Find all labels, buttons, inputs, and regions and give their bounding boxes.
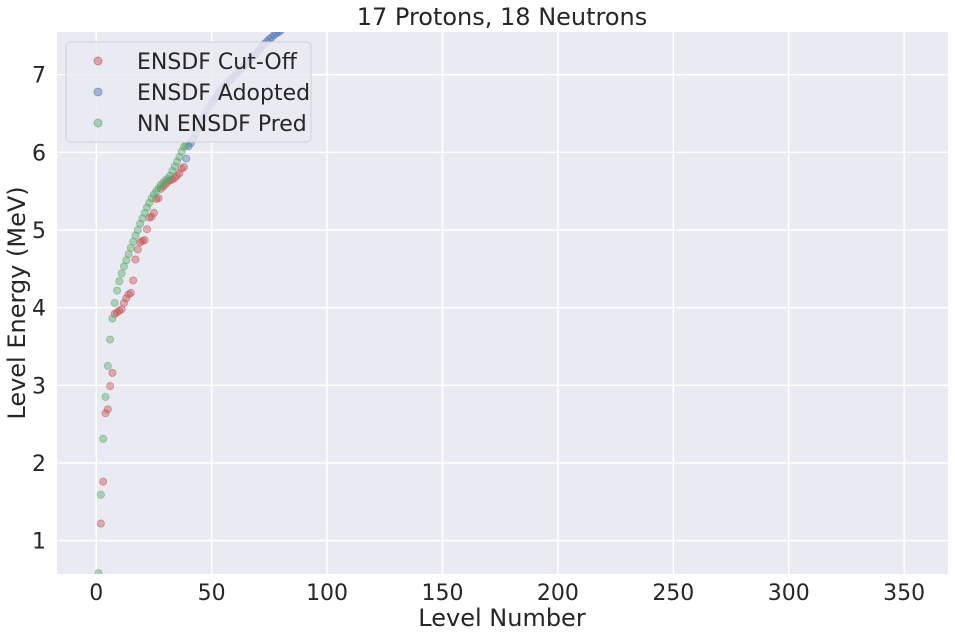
data-point (147, 212, 156, 221)
x-tick-label: 250 (652, 581, 694, 606)
legend: ENSDF Cut-Off ENSDF Adopted NN ENSDF Pred (65, 41, 312, 143)
x-axis-label: Level Number (418, 604, 586, 632)
legend-label: NN ENSDF Pred (137, 112, 307, 137)
data-point (126, 288, 135, 297)
data-point (149, 208, 158, 217)
data-point (103, 361, 112, 370)
data-point (129, 276, 138, 285)
data-point (145, 198, 154, 207)
data-point (96, 519, 105, 528)
data-point (106, 335, 115, 344)
data-point (175, 169, 184, 178)
legend-label: ENSDF Adopted (137, 81, 310, 106)
data-point (106, 382, 115, 391)
x-tick-label: 300 (768, 581, 810, 606)
data-point (96, 490, 105, 499)
data-point (143, 203, 152, 212)
data-point (131, 255, 140, 264)
legend-box (65, 41, 312, 143)
data-point (117, 269, 126, 278)
y-tick-label: 7 (32, 64, 46, 89)
data-point (119, 298, 128, 307)
data-point (147, 194, 156, 203)
data-point (101, 409, 110, 418)
data-point (166, 171, 175, 180)
y-tick-label: 3 (32, 374, 46, 399)
data-point (113, 286, 122, 295)
y-tick-label: 5 (32, 219, 46, 244)
legend-marker (93, 87, 103, 97)
data-point (179, 163, 188, 172)
x-tick-label: 50 (198, 581, 226, 606)
data-point (182, 141, 191, 150)
y-tick-label: 2 (32, 452, 46, 477)
x-tick-label: 200 (537, 581, 579, 606)
data-point (108, 314, 117, 323)
data-point (115, 277, 124, 286)
data-point (177, 147, 186, 156)
x-tick-label: 350 (883, 581, 925, 606)
data-point (168, 166, 177, 175)
y-tick-label: 6 (32, 141, 46, 166)
data-point (94, 569, 103, 574)
chart-title: 17 Protons, 18 Neutrons (357, 3, 648, 31)
y-tick-labels: 1 2 3 4 5 6 7 (32, 64, 46, 555)
data-point (143, 225, 152, 234)
series-2 (94, 141, 191, 574)
data-point (110, 298, 119, 307)
grid (57, 32, 948, 574)
x-tick-label: 150 (421, 581, 463, 606)
data-point (103, 405, 112, 414)
legend-marker (93, 118, 103, 128)
data-point (173, 157, 182, 166)
data-point (274, 32, 283, 36)
data-point (156, 180, 165, 189)
x-tick-label: 0 (89, 581, 103, 606)
data-point (108, 368, 117, 377)
data-point (182, 154, 191, 163)
data-point (140, 236, 149, 245)
data-point (99, 434, 108, 443)
y-tick-label: 1 (32, 530, 46, 555)
data-point (277, 32, 285, 35)
x-tick-label: 100 (306, 581, 348, 606)
x-tick-labels: 0 50 100 150 200 250 300 350 (89, 581, 925, 606)
legend-marker (93, 56, 103, 66)
data-point (99, 477, 108, 486)
data-point (170, 162, 179, 171)
legend-label: ENSDF Cut-Off (137, 50, 298, 75)
data-point (133, 245, 142, 254)
data-point (101, 392, 110, 401)
data-point (122, 294, 131, 303)
y-axis-label: Level Energy (MeV) (3, 186, 31, 419)
y-tick-label: 4 (32, 297, 46, 322)
